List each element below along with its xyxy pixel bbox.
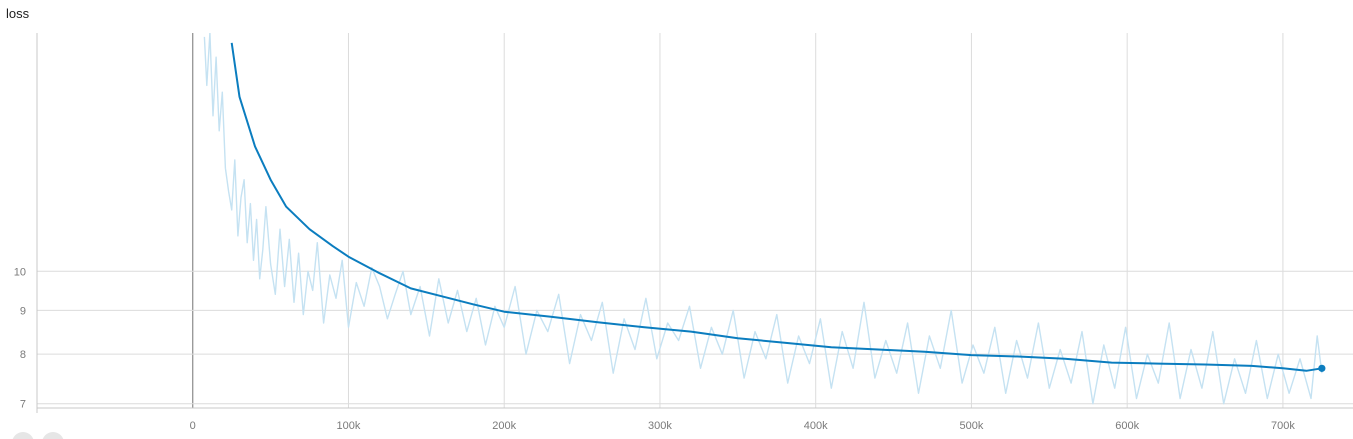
x-tick-label: 500k: [960, 420, 984, 432]
y-tick-label: 10: [14, 266, 26, 278]
x-tick-label: 0: [190, 420, 196, 432]
expand-button[interactable]: [12, 432, 34, 439]
chart-title: loss: [6, 6, 30, 21]
x-tick-label: 600k: [1115, 420, 1139, 432]
raw-series: [203, 33, 1323, 405]
x-tick-label: 700k: [1271, 420, 1295, 432]
x-tick-label: 200k: [492, 420, 516, 432]
grid: [36, 33, 1353, 413]
y-tick-label: 7: [20, 399, 26, 411]
x-tick-label: 300k: [648, 420, 672, 432]
y-tick-label: 9: [20, 305, 26, 317]
raw-loss-line: [203, 33, 1323, 405]
y-tick-label: 8: [20, 349, 26, 361]
settings-button[interactable]: [42, 432, 64, 439]
smoothed-series: [230, 42, 1326, 372]
smoothed-loss-line: [230, 42, 1323, 372]
tick-labels: 0 100k 200k 300k 400k 500k 600k 700k 7 8 9 10: [14, 266, 1296, 432]
x-tick-label: 400k: [804, 420, 828, 432]
x-tick-label: 100k: [337, 420, 361, 432]
latest-value-marker[interactable]: [1318, 364, 1326, 372]
